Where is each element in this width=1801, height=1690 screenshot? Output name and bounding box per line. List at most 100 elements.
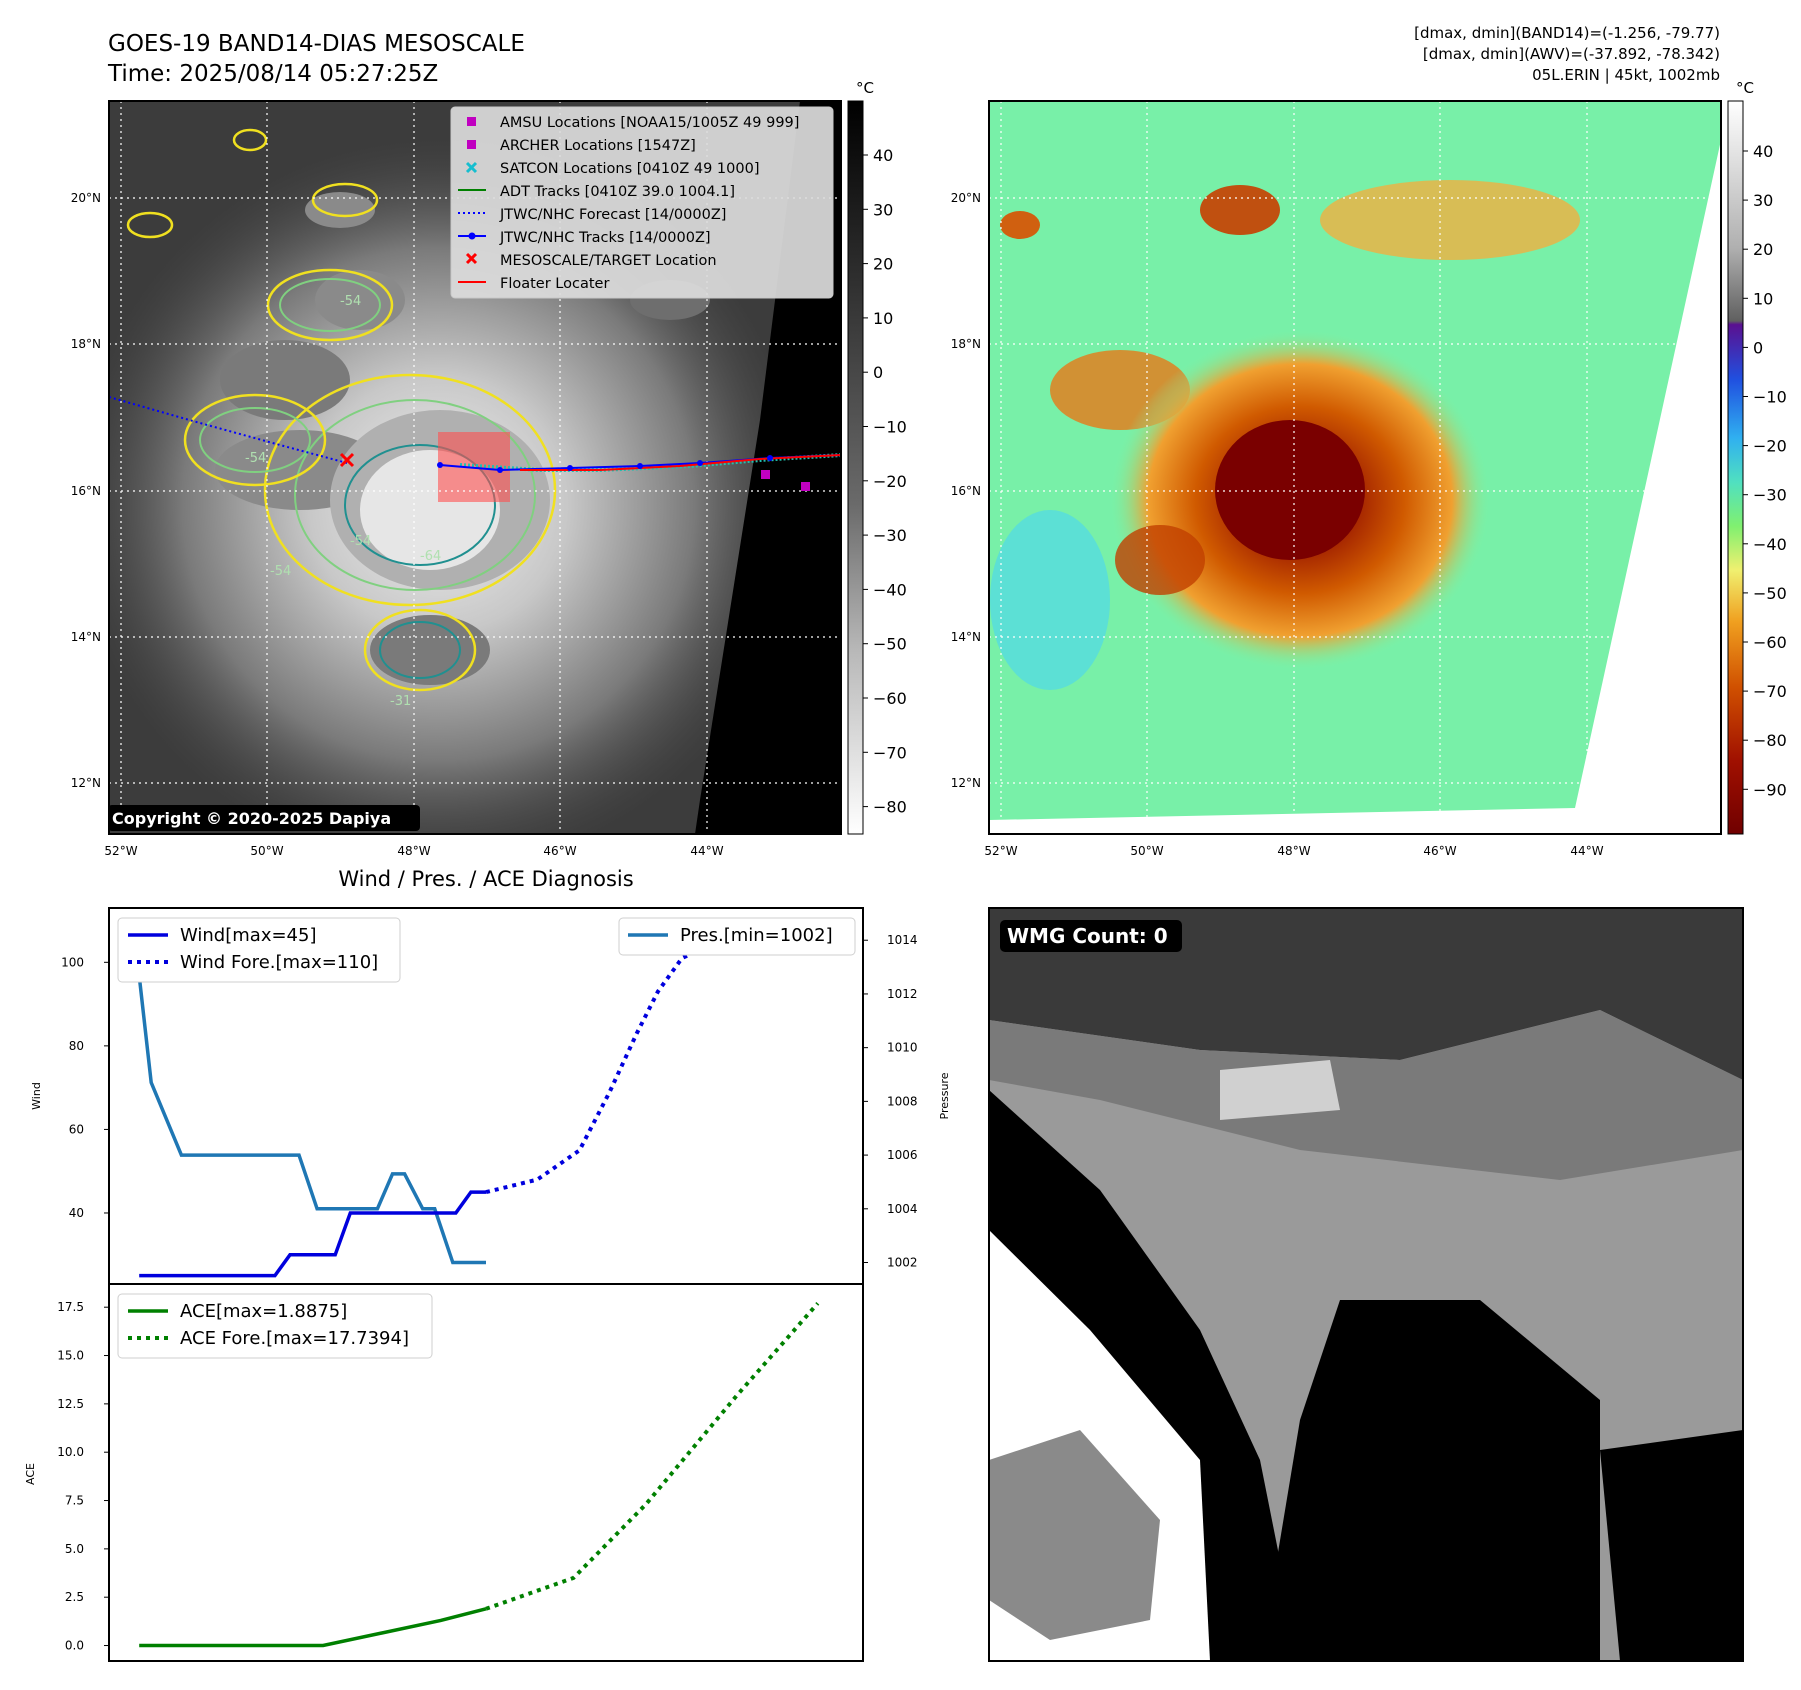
lat-label: 18°N — [951, 337, 981, 351]
ace-tick-label: 0.0 — [65, 1639, 84, 1653]
colorbar-tick-label: −30 — [1753, 486, 1787, 505]
contour-label: -31 — [390, 694, 411, 709]
colorbar-tick-label: −20 — [1753, 437, 1787, 456]
colorbar-tick-label: −70 — [1753, 682, 1787, 701]
legend-item: MESOSCALE/TARGET Location — [500, 253, 717, 269]
colorbar-unit: °C — [856, 79, 874, 97]
gray-colorbar: °C 40 30 20 10 0 −10 −20 −30 −40 −50 −60 −70 −80 — [847, 79, 907, 835]
legend-pres-label: Pres.[min=1002] — [680, 925, 833, 946]
wind-legend: Wind[max=45] Wind Fore.[max=110] — [117, 917, 401, 983]
legend-amsu-marker — [467, 117, 476, 126]
wind-tick-label: 100 — [61, 955, 84, 969]
colorbar-tick-label: −90 — [1753, 780, 1787, 799]
pressure-tick-label: 1002 — [887, 1256, 918, 1270]
color-map-panel: 52°W 50°W 48°W 46°W 44°W 20°N 18°N 16°N … — [951, 100, 1722, 858]
legend-track-dot — [468, 232, 476, 240]
lon-label: 50°W — [1130, 844, 1163, 858]
lon-label: 46°W — [1423, 844, 1456, 858]
colorbar-tick-label: 10 — [1753, 289, 1773, 308]
lat-label: 12°N — [71, 776, 101, 790]
archer-marker — [801, 482, 810, 491]
colorbar-tick-label: 40 — [1753, 142, 1773, 161]
legend-item: JTWC/NHC Forecast [14/0000Z] — [499, 207, 726, 223]
colorbar-tick-label: −40 — [873, 580, 907, 599]
copyright-text: Copyright © 2020-2025 Dapiya — [112, 809, 391, 828]
legend-ace-label: ACE[max=1.8875] — [180, 1301, 347, 1322]
wmg-count-label: WMG Count: 0 — [1007, 924, 1168, 948]
colorbar-tick-label: −50 — [1753, 584, 1787, 603]
colorbar-tick-label: 20 — [1753, 240, 1773, 259]
wmg-panel: WMG Count: 0 — [988, 907, 1744, 1662]
contour-label: -54 — [270, 564, 291, 579]
lon-label: 44°W — [1570, 844, 1603, 858]
stats-line1: [dmax, dmin](BAND14)=(-1.256, -79.77) — [1414, 24, 1720, 42]
legend-satcon-marker — [465, 161, 478, 174]
copyright-box — [109, 805, 420, 831]
pressure-tick-label: 1008 — [887, 1094, 918, 1108]
colorbar-tick-label: 0 — [873, 363, 883, 382]
legend-item: SATCON Locations [0410Z 49 1000] — [500, 161, 759, 177]
colorbar-tick-label: 30 — [873, 200, 893, 219]
lat-label: 20°N — [951, 191, 981, 205]
legend-wind-fore-label: Wind Fore.[max=110] — [180, 952, 378, 973]
lon-label: 44°W — [690, 844, 723, 858]
wind-series-line — [139, 1190, 486, 1278]
pressure-legend: Pres.[min=1002] — [618, 917, 856, 956]
floater-track — [520, 454, 841, 471]
wind-tick-label: 40 — [69, 1206, 84, 1220]
pressure-tick-label: 1006 — [887, 1148, 918, 1162]
ir-map-panel: -54 -54 -54 -64 -54 -31 Copyright © 2020… — [71, 100, 842, 858]
lat-label: 16°N — [71, 484, 101, 498]
legend-item: JTWC/NHC Tracks [14/0000Z] — [499, 230, 711, 246]
stats-line3: 05L.ERIN | 45kt, 1002mb — [1532, 66, 1720, 84]
pressure-tick-label: 1012 — [887, 987, 918, 1001]
colorbar-tick-label: −60 — [1753, 633, 1787, 652]
ace-tick-label: 17.5 — [57, 1300, 84, 1314]
colorbar-unit: °C — [1736, 79, 1754, 97]
legend-item: Floater Locater — [500, 276, 609, 292]
legend-archer-marker — [467, 140, 476, 149]
lon-label: 52°W — [104, 844, 137, 858]
colorbar-tick-label: −10 — [1753, 388, 1787, 407]
wind-tick-label: 60 — [69, 1122, 84, 1136]
colorbar-tick-label: −80 — [873, 798, 907, 817]
ace-legend: ACE[max=1.8875] ACE Fore.[max=17.7394] — [117, 1293, 433, 1359]
pressure-tick-label: 1010 — [887, 1041, 918, 1055]
lon-label: 48°W — [1277, 844, 1310, 858]
color-colorbar: °C 40 30 20 10 0 −10 −20 −30 −40 −50 −60 −70 −80 −90 — [1727, 79, 1787, 835]
ace-tick-label: 5.0 — [65, 1542, 84, 1556]
wind-tick-label: 80 — [69, 1039, 84, 1053]
legend-item: ADT Tracks [0410Z 39.0 1004.1] — [500, 184, 735, 200]
lat-label: 12°N — [951, 776, 981, 790]
stats-line2: [dmax, dmin](AWV)=(-37.892, -78.342) — [1423, 45, 1720, 63]
wmg-count-box — [1000, 920, 1182, 952]
lon-label: 48°W — [397, 844, 430, 858]
pressure-tick-label: 1014 — [887, 933, 918, 947]
map-legend: AMSU Locations [NOAA15/1005Z 49 999] ARC… — [450, 106, 834, 299]
lat-label: 20°N — [71, 191, 101, 205]
forecast-track — [109, 396, 348, 464]
wind-forecast-line — [485, 918, 762, 1195]
lon-label: 46°W — [543, 844, 576, 858]
legend-item: ARCHER Locations [1547Z] — [500, 138, 696, 154]
lat-label: 16°N — [951, 484, 981, 498]
colorbar-tick-label: −20 — [873, 472, 907, 491]
colorbar-tick-label: −30 — [873, 526, 907, 545]
colorbar-tick-label: −10 — [873, 418, 907, 437]
ace-series-line — [139, 1607, 487, 1648]
pressure-tick-label: 1004 — [887, 1202, 918, 1216]
legend-item: AMSU Locations [NOAA15/1005Z 49 999] — [500, 115, 799, 131]
colorbar-tick-label: −60 — [873, 689, 907, 708]
colorbar-tick-label: −40 — [1753, 535, 1787, 554]
contour-label: -54 — [350, 534, 371, 549]
ace-chart: ACE 0.0 2.5 5.0 7.5 10.0 12.5 15.0 17.5 ACE[max… — [24, 1283, 864, 1662]
target-marker — [339, 452, 355, 468]
colorbar-tick-label: 40 — [873, 146, 893, 165]
chart-title: Wind / Pres. / ACE Diagnosis — [338, 867, 633, 891]
legend-wind-label: Wind[max=45] — [180, 925, 317, 946]
colorbar-tick-label: −80 — [1753, 731, 1787, 750]
lat-label: 18°N — [71, 337, 101, 351]
contour-label: -54 — [340, 294, 361, 309]
colorbar-tick-label: 20 — [873, 255, 893, 274]
pressure-axis-label: Pressure — [938, 1072, 951, 1119]
